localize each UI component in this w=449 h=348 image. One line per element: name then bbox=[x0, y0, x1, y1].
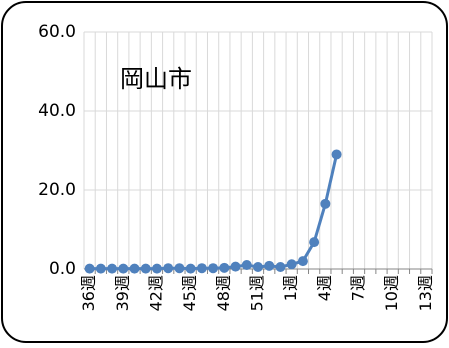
y-tick-label: 40.0 bbox=[38, 101, 76, 121]
data-point bbox=[118, 263, 129, 274]
data-point bbox=[196, 263, 207, 274]
x-tick-label: 48週 bbox=[214, 275, 233, 311]
y-tick-label: 0.0 bbox=[49, 259, 76, 279]
x-tick-label: 39週 bbox=[113, 275, 132, 311]
data-point bbox=[331, 149, 342, 160]
chart-title: 岡山市 bbox=[120, 65, 192, 93]
x-tick-label: 51週 bbox=[248, 275, 267, 311]
data-point bbox=[264, 260, 275, 271]
data-point bbox=[95, 263, 106, 274]
data-point bbox=[309, 237, 320, 248]
data-point bbox=[253, 262, 263, 273]
y-tick-label: 20.0 bbox=[38, 180, 76, 200]
data-point bbox=[163, 263, 174, 274]
x-tick-label: 45週 bbox=[180, 275, 199, 311]
x-tick-label: 42週 bbox=[146, 275, 165, 311]
data-point bbox=[286, 259, 297, 270]
data-point bbox=[297, 256, 308, 267]
data-point bbox=[140, 263, 151, 274]
data-point bbox=[208, 263, 219, 274]
data-point bbox=[230, 261, 241, 272]
data-point bbox=[185, 263, 196, 274]
x-tick-label: 4週 bbox=[315, 275, 334, 301]
x-tick-label: 13週 bbox=[416, 275, 435, 311]
x-tick-label: 7週 bbox=[349, 275, 368, 301]
data-point bbox=[174, 263, 185, 274]
data-point bbox=[107, 263, 118, 274]
data-point bbox=[151, 263, 162, 274]
x-tick-label: 1週 bbox=[281, 275, 300, 301]
x-tick-label: 36週 bbox=[79, 275, 98, 311]
data-point bbox=[129, 263, 140, 274]
chart-frame bbox=[1, 1, 448, 343]
x-tick-label: 10週 bbox=[382, 275, 401, 311]
data-point bbox=[84, 263, 95, 274]
y-tick-label: 60.0 bbox=[38, 22, 76, 42]
data-point bbox=[275, 262, 286, 273]
data-point bbox=[241, 260, 252, 271]
data-point bbox=[320, 198, 331, 209]
data-point bbox=[219, 262, 230, 273]
